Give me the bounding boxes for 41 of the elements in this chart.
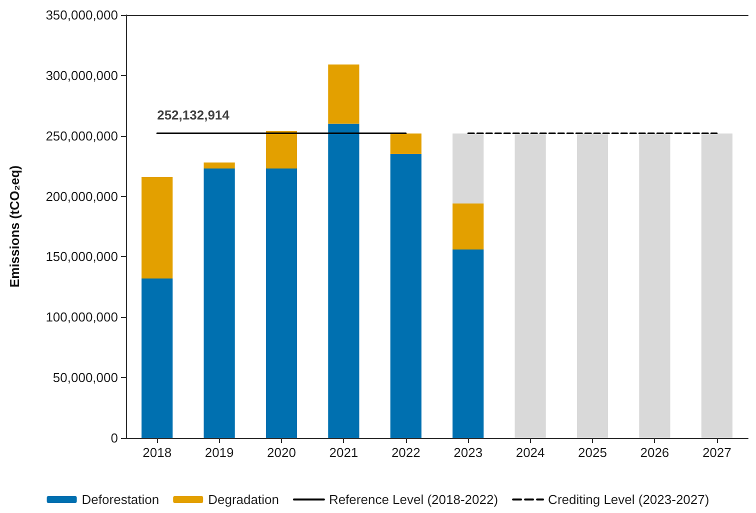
x-tick-label: 2027 bbox=[702, 445, 732, 460]
x-tick-label: 2025 bbox=[578, 445, 607, 460]
x-tick-label: 2020 bbox=[267, 445, 296, 460]
y-tick-label: 300,000,000 bbox=[46, 68, 118, 83]
bar bbox=[452, 133, 484, 204]
y-tick-label: 0 bbox=[110, 430, 118, 446]
bar bbox=[701, 133, 732, 438]
bar bbox=[576, 133, 608, 438]
x-tick-label: 2018 bbox=[142, 445, 172, 460]
bar bbox=[639, 133, 670, 438]
bar bbox=[328, 124, 360, 438]
legend-label: Degradation bbox=[208, 492, 279, 507]
legend-label: Deforestation bbox=[82, 492, 160, 507]
x-tick-label: 2026 bbox=[640, 445, 670, 460]
y-tick-label: 250,000,000 bbox=[46, 128, 118, 144]
annotation: 252,132,914 bbox=[157, 107, 230, 122]
y-tick-label: 150,000,000 bbox=[46, 249, 118, 264]
y-tick-label: 50,000,000 bbox=[52, 370, 118, 386]
bar bbox=[204, 162, 235, 168]
bar bbox=[142, 176, 173, 278]
legend-label: Crediting Level (2023-2027) bbox=[548, 492, 710, 507]
bar bbox=[452, 204, 484, 250]
bar bbox=[452, 249, 484, 438]
bar bbox=[390, 133, 422, 154]
legend-label: Reference Level (2018-2022) bbox=[328, 492, 498, 507]
y-tick-label: 350,000,000 bbox=[46, 8, 118, 22]
x-tick-label: 2019 bbox=[204, 445, 234, 460]
x-tick-label: 2023 bbox=[454, 445, 483, 460]
bar bbox=[328, 64, 360, 124]
x-tick-label: 2022 bbox=[391, 445, 420, 460]
y-tick-label: 100,000,000 bbox=[46, 310, 118, 325]
bar bbox=[266, 131, 298, 168]
x-tick-label: 2021 bbox=[329, 445, 358, 460]
x-tick-label: 2024 bbox=[516, 445, 545, 460]
bar bbox=[390, 154, 422, 438]
bar bbox=[204, 168, 235, 438]
bar bbox=[514, 133, 546, 438]
bar bbox=[266, 168, 298, 438]
bar bbox=[142, 278, 173, 438]
y-tick-label: 200,000,000 bbox=[46, 188, 118, 204]
y-axis-title: Emissions (tCO₂eq) bbox=[7, 165, 22, 288]
